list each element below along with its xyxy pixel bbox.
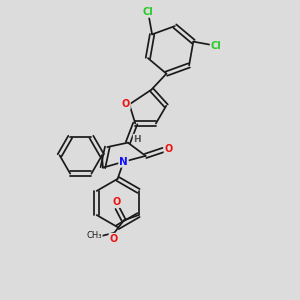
Text: O: O	[164, 143, 173, 154]
Text: O: O	[112, 197, 121, 207]
Text: O: O	[122, 99, 130, 109]
Text: H: H	[134, 135, 141, 144]
Text: Cl: Cl	[211, 41, 221, 51]
Text: CH₃: CH₃	[87, 231, 102, 240]
Text: Cl: Cl	[142, 7, 153, 17]
Text: N: N	[119, 157, 128, 167]
Text: O: O	[110, 234, 118, 244]
